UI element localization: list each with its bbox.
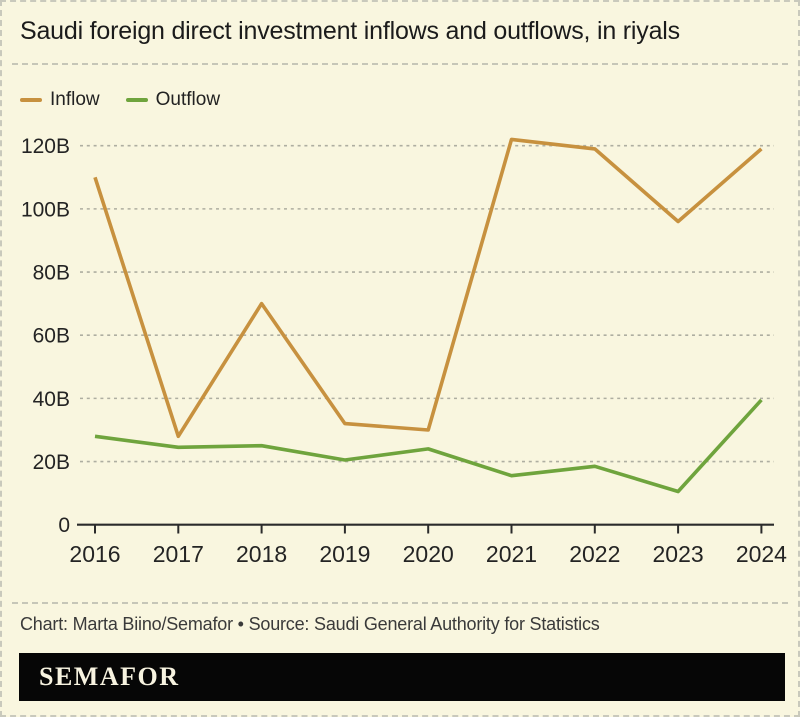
x-tick-label: 2017 — [153, 541, 204, 567]
x-tick-label: 2024 — [736, 541, 787, 567]
credit-source-line: Chart: Marta Biino/Semafor • Source: Sau… — [20, 614, 600, 634]
title-separator — [12, 63, 788, 65]
y-tick-label: 0 — [58, 514, 70, 537]
outflow-line-swatch — [125, 98, 148, 102]
footer-separator — [12, 602, 788, 604]
brand-bar: SEMAFOR — [19, 653, 785, 701]
inflow-line-series — [93, 137, 763, 439]
x-tick-label: 2020 — [403, 541, 454, 567]
y-tick-label: 100B — [21, 198, 70, 221]
y-tick-label: 20B — [33, 451, 70, 474]
legend-label-inflow: Inflow — [50, 89, 100, 110]
x-tick-label: 2023 — [653, 541, 704, 567]
chart-title: Saudi foreign direct investment inflows … — [20, 17, 680, 45]
semafor-logo: SEMAFOR — [39, 662, 180, 691]
legend: Inflow Outflow — [20, 89, 220, 111]
x-tick-label: 2019 — [319, 541, 370, 567]
x-tick-label: 2021 — [486, 541, 537, 567]
y-tick-label: 40B — [33, 388, 70, 411]
x-tick-label: 2018 — [236, 541, 287, 567]
x-tick-label: 2022 — [569, 541, 620, 567]
y-tick-label: 80B — [33, 262, 70, 285]
legend-label-outflow: Outflow — [155, 89, 221, 110]
y-tick-label: 120B — [21, 135, 70, 158]
x-tick-label: 2016 — [69, 541, 120, 567]
legend-item-inflow: Inflow — [20, 89, 100, 111]
outflow-line-series — [94, 398, 763, 494]
inflow-line-swatch — [20, 98, 42, 102]
legend-item-outflow: Outflow — [125, 89, 221, 111]
y-tick-label: 60B — [33, 325, 70, 348]
